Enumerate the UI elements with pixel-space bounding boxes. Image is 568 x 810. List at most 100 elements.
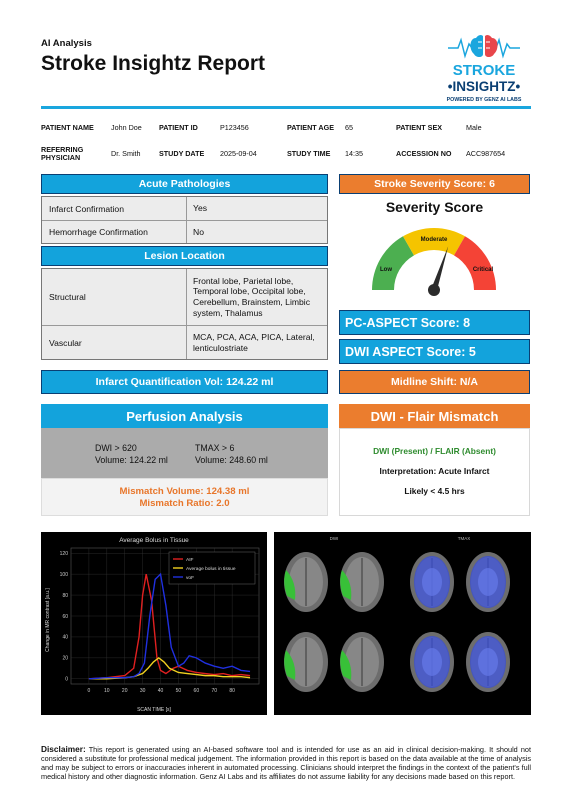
perfusion-values: DWI > 620 Volume: 124.22 ml TMAX > 6 Vol… <box>41 428 328 478</box>
chart-series-line-2 <box>88 572 251 680</box>
patient-id-label: PATIENT ID <box>159 122 198 132</box>
disclaimer: Disclaimer: This report is generated usi… <box>41 744 531 782</box>
chart-x-axis-label: SCAN TIME [s] <box>137 707 171 713</box>
study-time: 14:35 <box>345 148 363 158</box>
gauge-moderate-segment <box>403 228 465 256</box>
page-title: Stroke Insightz Report <box>41 52 266 75</box>
disclaimer-text: This report is generated using an AI-bas… <box>41 745 531 781</box>
severity-gauge: Low Moderate Critical <box>372 228 496 296</box>
dwi-flair-header: DWI - Flair Mismatch <box>339 404 530 428</box>
mismatch-ratio: Mismatch Ratio: 2.0 <box>139 497 230 509</box>
study-date: 2025-09-04 <box>220 148 257 158</box>
midline-shift-bar: Midline Shift: N/A <box>339 370 530 394</box>
logo-line3: POWERED BY GENZ AI LABS <box>447 97 522 103</box>
table-row: Hemorrhage Confirmation No <box>42 220 327 243</box>
tmax-core <box>422 568 442 596</box>
chart-x-tick-label: 60 <box>194 688 200 694</box>
chart-y-tick-label: 20 <box>62 656 68 662</box>
patient-info: PATIENT NAME John Doe PATIENT ID P123456… <box>41 115 531 167</box>
dwi-lesion-overlay <box>284 650 296 680</box>
chart-x-tick-label: 30 <box>140 688 146 694</box>
dwi-volume: Volume: 124.22 ml <box>95 455 168 465</box>
chart-y-tick-label: 40 <box>62 635 68 641</box>
tmax-core <box>478 648 498 676</box>
bolus-chart-panel: Average Bolus in Tissue SCAN TIME [s] Ch… <box>41 532 267 715</box>
pc-aspect-score: PC-ASPECT Score: 8 <box>339 310 530 335</box>
table-row: Infarct Confirmation Yes <box>42 197 327 220</box>
infarct-confirmation-value: Yes <box>193 203 208 214</box>
patient-info-row-1: PATIENT NAME John Doe PATIENT ID P123456… <box>41 115 531 141</box>
referring-physician-label: REFERRING PHYSICIAN <box>41 144 84 162</box>
logo-line1: STROKE <box>453 62 516 79</box>
gauge-low-segment <box>372 236 414 290</box>
hemorrhage-confirmation-label: Hemorrhage Confirmation <box>42 221 187 243</box>
logo: STROKE •INSIGHTZ• POWERED BY GENZ AI LAB… <box>436 30 532 108</box>
gauge-critical-label: Critical <box>473 267 494 273</box>
study-time-label: STUDY TIME <box>287 148 331 158</box>
gauge-hub <box>428 284 440 296</box>
hemorrhage-confirmation-value: No <box>193 226 204 237</box>
acute-pathologies-table: Infarct Confirmation Yes Hemorrhage Conf… <box>41 196 328 244</box>
patient-sex-label: PATIENT SEX <box>396 122 443 132</box>
vascular-label: Vascular <box>42 326 187 359</box>
stroke-severity-bar: Stroke Severity Score: 6 <box>339 174 530 194</box>
lesion-location-header: Lesion Location <box>41 246 328 266</box>
infarct-confirmation-label: Infarct Confirmation <box>42 197 187 220</box>
perfusion-analysis-header: Perfusion Analysis <box>41 404 328 428</box>
disclaimer-label: Disclaimer: <box>41 744 86 754</box>
brain-scan-images: DWI TMAX <box>284 536 510 692</box>
chart-legend-box <box>168 551 256 585</box>
chart-x-tick-label: 40 <box>158 688 164 694</box>
gauge-low-label: Low <box>380 267 392 273</box>
lesion-location-table: Structural Frontal lobe, Parietal lobe, … <box>41 268 328 360</box>
chart-y-tick-label: 120 <box>60 551 69 557</box>
mismatch-volume: Mismatch Volume: 124.38 ml <box>119 486 250 497</box>
scan-tmax-label: TMAX <box>458 536 471 541</box>
chart-legend-entry: voF <box>186 575 194 581</box>
structural-label: Structural <box>42 269 187 325</box>
infarct-quantification-bar: Infarct Quantification Vol: 124.22 ml <box>41 370 328 394</box>
acute-pathologies-header: Acute Pathologies <box>41 174 328 194</box>
scan-panel: DWI TMAX <box>274 532 531 715</box>
bolus-chart: Average Bolus in Tissue SCAN TIME [s] Ch… <box>45 537 260 713</box>
vascular-value: MCA, PCA, ACA, PICA, Lateral, lenticulos… <box>193 331 315 353</box>
tmax-threshold: TMAX > 6 <box>195 443 235 453</box>
chart-x-tick-label: 20 <box>122 688 128 694</box>
patient-id: P123456 <box>220 122 249 132</box>
severity-title: Severity Score <box>385 199 484 215</box>
chart-legend-entry: AIF <box>186 557 194 563</box>
dwi-flair-likely: Likely < 4.5 hrs <box>404 486 465 496</box>
brain-circuit-icon: STROKE •INSIGHTZ• POWERED BY GENZ AI LAB… <box>447 34 522 103</box>
chart-y-axis-label: Change in MR contrast [a.u.] <box>45 588 51 652</box>
scan-dwi-label: DWI <box>330 536 339 541</box>
tmax-volume: Volume: 248.60 ml <box>195 455 268 465</box>
gauge-critical-segment <box>454 236 496 290</box>
accession-label: ACCESSION NO <box>396 148 452 158</box>
dwi-flair-interpretation: Interpretation: Acute Infarct <box>379 466 490 476</box>
dwi-threshold: DWI > 620 <box>95 443 137 453</box>
chart-x-tick-label: 0 <box>88 688 91 694</box>
patient-sex: Male <box>466 122 482 132</box>
dwi-aspect-score: DWI ASPECT Score: 5 <box>339 339 530 364</box>
patient-age-label: PATIENT AGE <box>287 122 334 132</box>
chart-y-tick-label: 80 <box>62 593 68 599</box>
chart-x-tick-label: 10 <box>104 688 110 694</box>
chart-legend-entry: Average bolus in tissue <box>186 566 236 572</box>
table-row: Structural Frontal lobe, Parietal lobe, … <box>42 269 327 325</box>
dwi-lesion-overlay <box>340 650 352 680</box>
dwi-flair-body: DWI (Present) / FLAIR (Absent) Interpret… <box>339 428 530 516</box>
dwi-lesion-overlay <box>284 570 296 600</box>
patient-name-label: PATIENT NAME <box>41 122 94 132</box>
accession-number: ACC987654 <box>466 148 506 158</box>
patient-info-row-2: REFERRING PHYSICIAN Dr. Smith STUDY DATE… <box>41 141 531 167</box>
section-label: AI Analysis <box>41 38 92 49</box>
chart-y-tick-label: 60 <box>62 614 68 620</box>
mismatch-summary: Mismatch Volume: 124.38 ml Mismatch Rati… <box>41 478 328 516</box>
tmax-core <box>478 568 498 596</box>
chart-y-tick-label: 100 <box>60 572 69 578</box>
referring-physician: Dr. Smith <box>111 148 141 158</box>
chart-x-tick-label: 70 <box>211 688 217 694</box>
chart-y-tick-label: 0 <box>65 677 68 683</box>
table-row: Vascular MCA, PCA, ACA, PICA, Lateral, l… <box>42 325 327 359</box>
patient-name: John Doe <box>111 122 142 132</box>
